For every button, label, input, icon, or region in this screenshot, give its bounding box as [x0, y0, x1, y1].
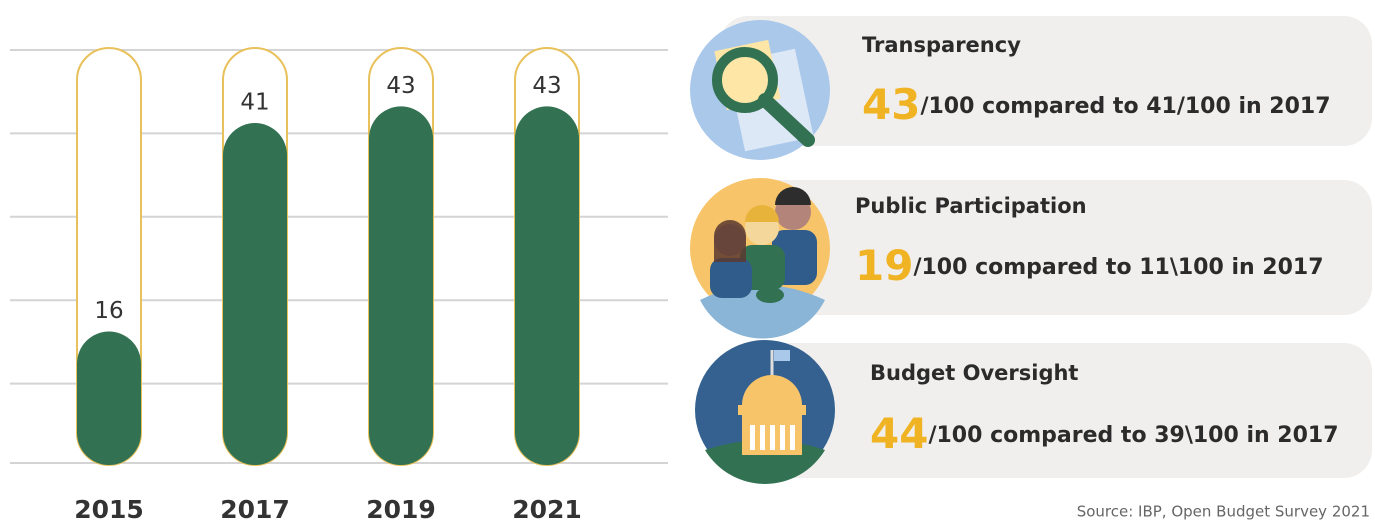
- card-text: /100 compared to 39\100 in 2017: [928, 423, 1338, 448]
- card-score: 44: [870, 409, 928, 458]
- card-score: 19: [855, 241, 913, 290]
- bar: [369, 106, 433, 465]
- oversight-icon: [695, 340, 835, 484]
- bar: [77, 332, 141, 465]
- infographic: 16 2015 41 2017 43 2019 43 2021: [0, 0, 1375, 524]
- bar-chart: 16 2015 41 2017 43 2019 43 2021: [10, 48, 668, 524]
- value-label: 41: [240, 90, 269, 116]
- card-score: 43: [862, 80, 920, 129]
- transparency-icon: [690, 20, 830, 160]
- bar: [223, 123, 287, 465]
- card-title: Public Participation: [855, 194, 1087, 218]
- page: {"chart_data": {"type": "bar", "categori…: [0, 0, 1375, 524]
- card-text: /100 compared to 11\100 in 2017: [913, 255, 1323, 280]
- card-text: /100 compared to 41/100 in 2017: [920, 94, 1330, 119]
- value-label: 43: [386, 73, 415, 99]
- card-title: Transparency: [862, 33, 1021, 57]
- participation-icon: [690, 178, 830, 338]
- x-tick-label: 2017: [220, 495, 290, 524]
- x-tick-label: 2015: [74, 495, 144, 524]
- value-label: 16: [94, 298, 123, 324]
- card-title: Budget Oversight: [870, 361, 1078, 385]
- value-label: 43: [532, 73, 561, 99]
- bar: [515, 106, 579, 465]
- x-tick-label: 2019: [366, 495, 436, 524]
- source: Source: IBP, Open Budget Survey 2021: [1077, 503, 1370, 521]
- x-tick-label: 2021: [512, 495, 582, 524]
